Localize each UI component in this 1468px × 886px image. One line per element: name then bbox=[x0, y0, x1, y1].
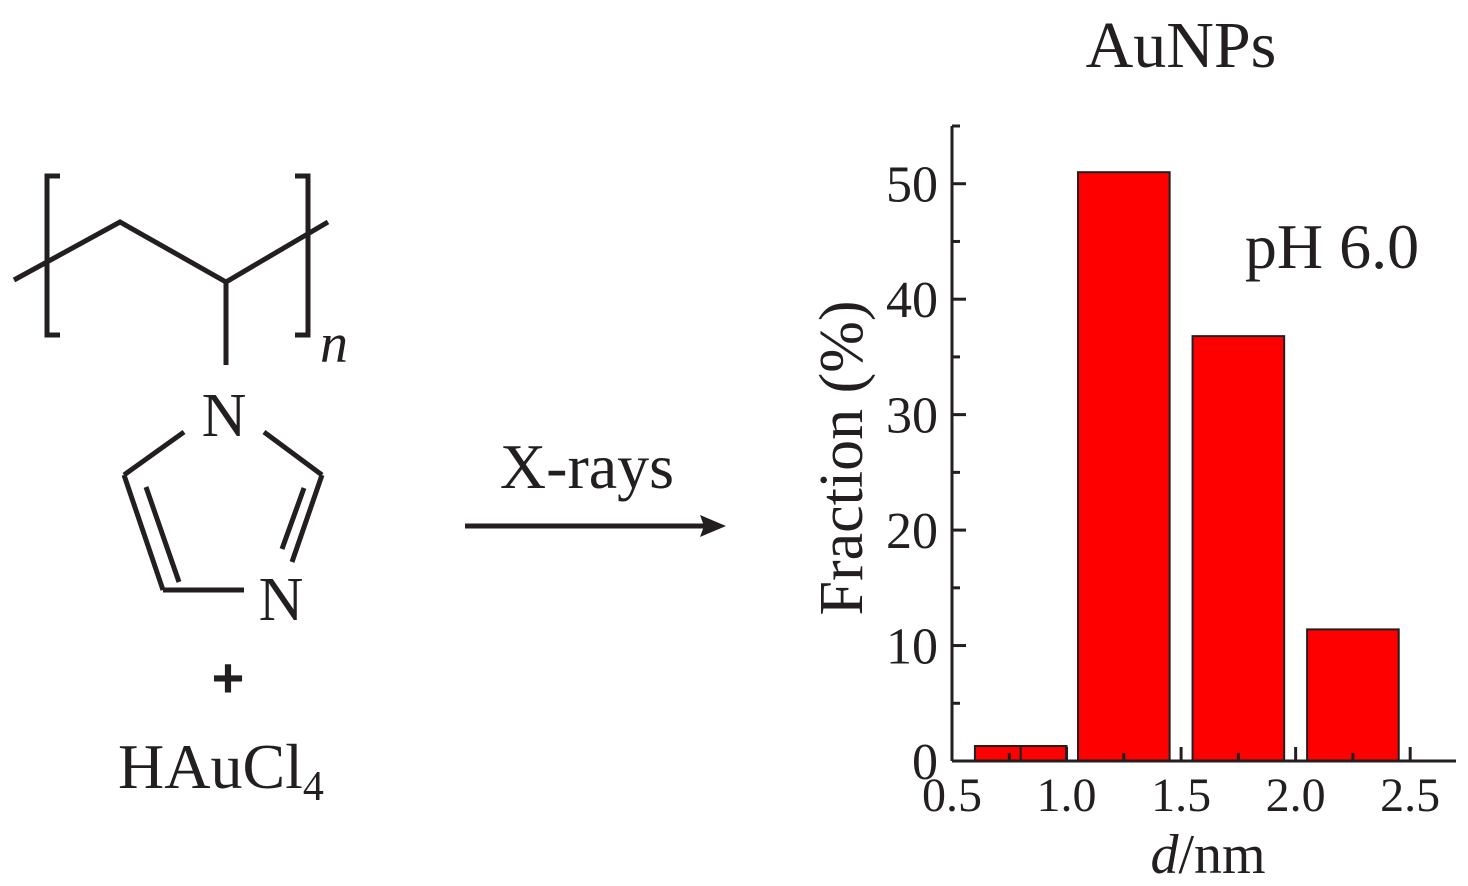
y-tick-label: 20 bbox=[886, 503, 938, 560]
x-tick-label: 2.0 bbox=[1266, 769, 1326, 822]
ring-bond-c5-c4-double bbox=[143, 486, 182, 583]
ring-bond-n1-c2 bbox=[262, 429, 324, 478]
chart-annotation: pH 6.0 bbox=[1245, 211, 1419, 282]
bar-chart: 0 10 20 30 40 50 0.5 1.0 1.5 2.0 2.5 bbox=[886, 124, 1456, 822]
reagent-formula: HAuCl4 bbox=[118, 731, 324, 810]
polymer-backbone bbox=[12, 219, 330, 285]
arrow-label: X-rays bbox=[500, 431, 674, 502]
left-bracket bbox=[44, 173, 60, 338]
ring-bond-n1-c5 bbox=[122, 429, 186, 478]
y-axis-label: Fraction (%) bbox=[808, 300, 876, 615]
plus-sign: + bbox=[212, 646, 245, 709]
ring-atom-n-bottom: N bbox=[259, 566, 304, 634]
x-tick-label: 0.5 bbox=[922, 769, 982, 822]
reaction-arrow bbox=[465, 515, 726, 537]
y-tick-label: 30 bbox=[886, 388, 938, 445]
chart-title: AuNPs bbox=[1086, 9, 1277, 82]
bar-0 bbox=[973, 744, 1022, 762]
bar-1 bbox=[1019, 744, 1068, 762]
ring-bond-c2-n3-double bbox=[279, 487, 307, 550]
polymer-structure bbox=[12, 173, 330, 593]
x-tick-label: 1.5 bbox=[1151, 769, 1211, 822]
y-tick-label: 0 bbox=[912, 734, 938, 791]
y-tick-label: 40 bbox=[886, 272, 938, 329]
ring-bond-c2-n3 bbox=[289, 474, 325, 563]
x-tick-label: 2.5 bbox=[1380, 769, 1440, 822]
polymer-subscript-n: n bbox=[320, 313, 348, 375]
ring-bond-c5-c4 bbox=[121, 474, 166, 591]
bar-3 bbox=[1191, 335, 1286, 762]
right-bracket bbox=[295, 173, 311, 338]
bar-2 bbox=[1077, 171, 1171, 762]
x-axis-label: d/nm bbox=[1150, 824, 1265, 886]
bar-4 bbox=[1306, 628, 1400, 763]
ring-atom-n-top: N bbox=[202, 382, 247, 450]
y-tick-label: 10 bbox=[886, 619, 938, 676]
y-tick-label: 50 bbox=[886, 157, 938, 214]
x-tick-label: 1.0 bbox=[1037, 769, 1097, 822]
